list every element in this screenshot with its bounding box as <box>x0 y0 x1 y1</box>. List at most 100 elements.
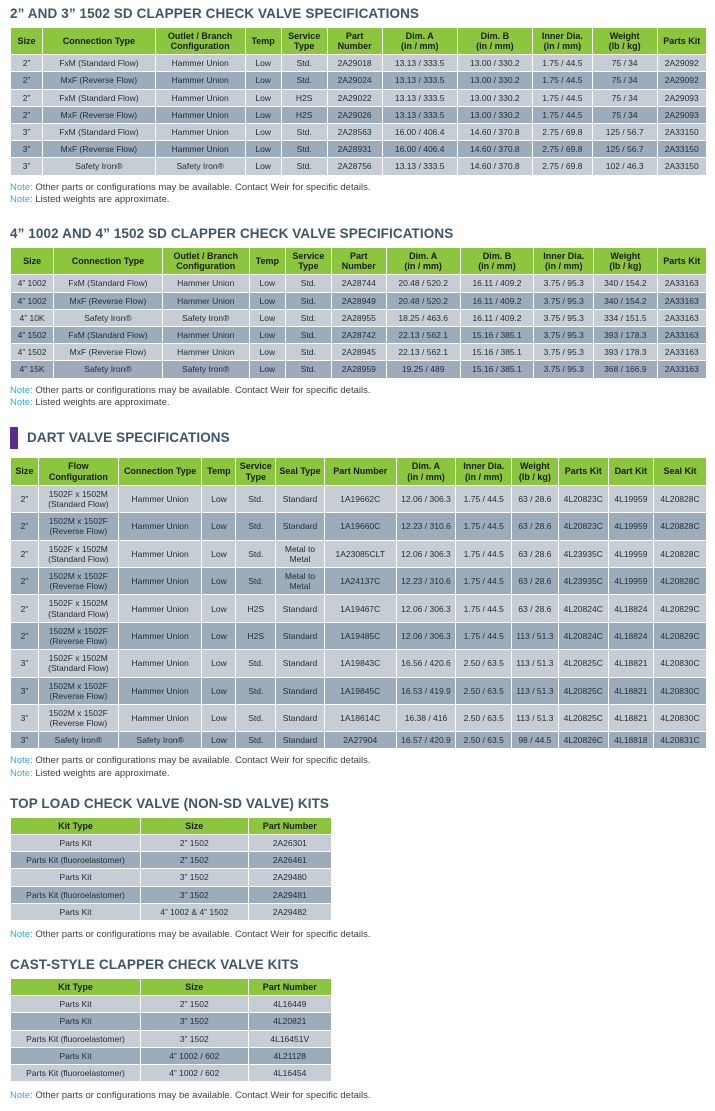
column-header: Outlet / Branch Configuration <box>154 26 246 56</box>
table-cell: Low <box>244 140 282 159</box>
dart-spec-table: Size Flow Configuration Connection Type Tem… <box>10 457 707 750</box>
notes-block: Note: Other parts or configurations may … <box>10 755 707 780</box>
sd-2-3-spec-table: Size Connection Type Outlet / Branch Confi… <box>9 26 707 176</box>
table-cell: 4” 1002 / 602 <box>140 1046 249 1065</box>
table-cell: 3.75 / 95.3 <box>533 308 595 327</box>
column-header: Connection Type <box>117 457 203 486</box>
table-cell: 4L20826C <box>557 731 609 750</box>
table-row: Parts Kit 3” 1502 4L20821 <box>10 1012 333 1031</box>
table-cell: Parts Kit (fluoroelastomer) <box>10 885 141 904</box>
table-cell: 2.75 / 69.8 <box>531 140 593 159</box>
table-cell: Safety Iron® <box>42 157 156 176</box>
table-cell: 340 / 154.2 <box>593 274 658 293</box>
table-cell: 13.13 / 333.5 <box>381 54 458 73</box>
table-cell: 2” <box>10 512 39 541</box>
table-cell: Low <box>201 539 237 569</box>
table-cell: 12.06 / 306.3 <box>395 594 457 623</box>
table-row: Parts Kit 3” 1502 2A29480 <box>10 868 333 887</box>
table-cell: 16.57 / 420.9 <box>395 731 457 750</box>
table-cell: MxF (Reverse Flow) <box>42 71 156 90</box>
table-cell: Hammer Union <box>117 539 203 569</box>
table-cell: 1A19843C <box>323 649 397 678</box>
table-cell: 2A27904 <box>323 731 397 750</box>
table-cell: 4L21128 <box>247 1046 333 1065</box>
table-cell: 4L20830C <box>653 703 707 733</box>
small-table-wrap: Kit Type Size Part Number Parts Kit 2” 1502 2… <box>10 816 333 921</box>
table-cell: Hammer Union <box>117 649 203 678</box>
column-header: Part Number <box>326 26 383 56</box>
table-cell: 2A26461 <box>247 851 333 870</box>
column-header: Dim. A (in / mm) <box>381 26 458 56</box>
table-cell: 3.75 / 95.3 <box>533 274 595 293</box>
table-cell: Parts Kit <box>10 1012 141 1031</box>
table-cell: 3” <box>10 731 39 750</box>
table-cell: 12.06 / 306.3 <box>395 621 457 651</box>
table-cell: 14.60 / 370.8 <box>456 140 533 159</box>
table-cell: Low <box>248 274 286 293</box>
table-cell: 4” 10K <box>9 308 55 327</box>
note-weights: Note: Listed weights are approximate. <box>10 397 707 409</box>
section-title: 4” 1002 AND 4” 1502 SD CLAPPER CHECK VAL… <box>10 226 454 242</box>
table-row: Parts Kit 4” 1002 / 602 4L21128 <box>10 1046 333 1065</box>
table-cell: 4L20830C <box>653 649 707 678</box>
table-cell: Hammer Union <box>161 325 250 345</box>
table-cell: Parts Kit <box>10 1046 141 1065</box>
table-cell: Safety Iron® <box>53 308 163 327</box>
table-row: 3” Safety Iron® Safety Iron® Low Std. Standar… <box>10 731 707 750</box>
table-cell: 340 / 154.2 <box>593 291 658 310</box>
notes-block: Note: Other parts or configurations may … <box>10 385 707 410</box>
table-cell: FxM (Standard Flow) <box>42 54 156 73</box>
table-cell: MxF (Reverse Flow) <box>53 343 163 362</box>
table-cell: FxM (Standard Flow) <box>42 122 156 142</box>
table-cell: 2A29026 <box>326 105 383 124</box>
table-cell: Std. <box>280 157 328 176</box>
column-header: Part Number <box>323 457 397 486</box>
table-cell: Std. <box>280 122 328 142</box>
table-row: Parts Kit 2” 1502 4L16449 <box>10 995 333 1014</box>
table-cell: 1.75 / 44.5 <box>455 484 513 514</box>
table-cell: 1.75 / 44.5 <box>531 71 593 90</box>
column-header: Outlet / Branch Configuration <box>161 246 250 276</box>
table-cell: Standard <box>275 512 325 541</box>
table-cell: Standard <box>275 621 325 651</box>
column-header: Part Number <box>247 977 333 997</box>
table-cell: 13.13 / 333.5 <box>381 88 458 107</box>
table-row: 2” FxM (Standard Flow) Hammer Union Low Std.… <box>9 54 707 73</box>
column-header: Size <box>140 977 249 997</box>
cast-style-kits-table: Kit Type Size Part Number Parts Kit 2” 1502 4… <box>10 977 333 1083</box>
table-cell: Low <box>248 343 286 362</box>
column-header: Part Number <box>330 246 387 276</box>
table-cell: MxF (Reverse Flow) <box>42 140 156 159</box>
table-cell: 4L20825C <box>557 703 609 733</box>
note-other-parts: Note: Other parts or configurations may … <box>10 755 707 767</box>
table-cell: Low <box>201 621 237 651</box>
table-cell: 1A19485C <box>323 621 397 651</box>
table-row: 2” 1502M x 1502F (Reverse Flow) Hammer Uni… <box>10 512 707 541</box>
column-header: Service Type <box>280 26 328 56</box>
table-cell: 3” <box>9 122 44 142</box>
table-cell: Hammer Union <box>161 291 250 310</box>
table-cell: Standard <box>275 484 325 514</box>
note-text: Listed weights are approximate. <box>32 193 170 205</box>
table-cell: Low <box>201 676 237 705</box>
table-cell: Safety Iron® <box>53 360 163 379</box>
column-header: Size <box>9 246 55 276</box>
table-cell: 3” 1502 <box>140 1029 249 1048</box>
column-header: Temp <box>244 26 282 56</box>
table-cell: 1A19660C <box>323 512 397 541</box>
table-cell: H2S <box>280 88 328 107</box>
table-cell: 2A29092 <box>656 71 707 90</box>
table-cell: 14.60 / 370.8 <box>456 122 533 142</box>
table-cell: 2.50 / 63.5 <box>455 731 513 750</box>
table-cell: 3.75 / 95.3 <box>533 325 595 345</box>
column-header: Size <box>9 26 44 56</box>
table-cell: 4L18821 <box>607 676 655 705</box>
table-cell: 2.50 / 63.5 <box>455 649 513 678</box>
table-cell: 2A28949 <box>330 291 387 310</box>
table-cell: 4L18824 <box>607 621 655 651</box>
table-cell: 16.00 / 406.4 <box>381 140 458 159</box>
table-cell: 2A33163 <box>656 343 707 362</box>
table-cell: 2A29018 <box>326 54 383 73</box>
table-cell: Std. <box>284 291 332 310</box>
